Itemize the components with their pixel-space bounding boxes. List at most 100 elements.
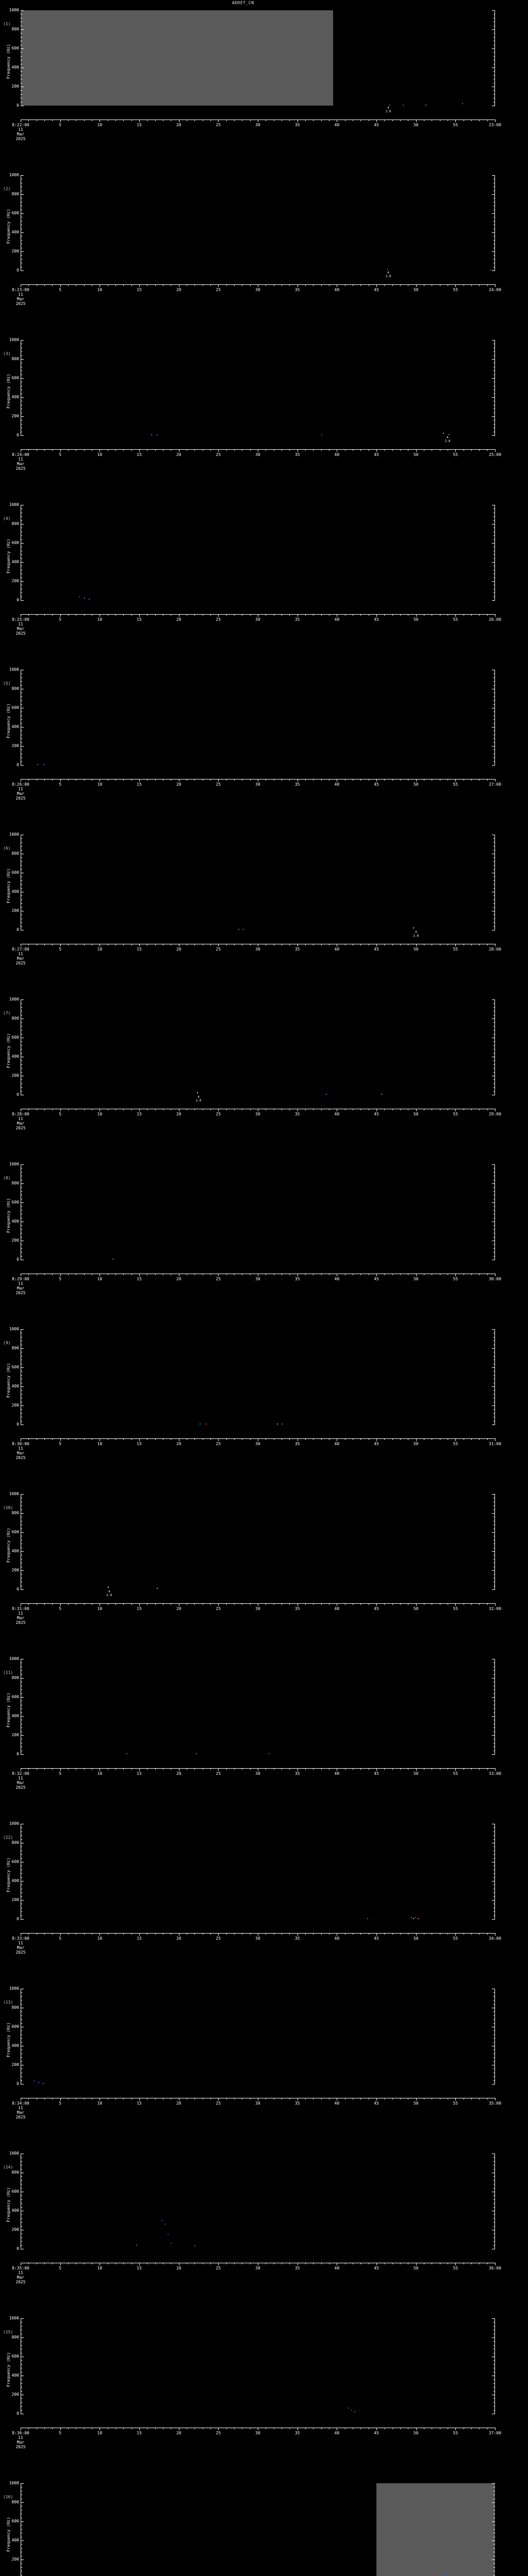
x-tick-minor [68,120,69,121]
y-axis-label: Frequency (Hz) [6,2187,11,2222]
x-tick-minor [123,944,124,945]
y-tick-minor-right [493,1708,495,1709]
x-tick-minor [52,1768,53,1770]
x-tick-label: 5 [59,1771,62,1776]
x-tick-label: 5 [59,1277,62,1281]
x-tick-label: 30 [255,1112,260,1116]
y-tick-minor-right [493,1191,495,1192]
y-tick-minor-right [493,692,495,693]
y-tick-minor-left [21,869,22,870]
x-tick-minor [28,1768,29,1770]
x-tick-label: 40 [334,1442,340,1446]
x-tick-minor [131,614,132,616]
x-tick-major [416,1768,417,1771]
x-tick-major [218,614,219,617]
y-tick-minor-right [493,2195,495,2196]
x-tick-major [376,2263,377,2265]
x-tick-minor [210,284,211,286]
y-tick-minor-left [21,895,22,896]
y-tick-label: 400 [11,2538,19,2543]
x-axis-end-label: 32:00 [488,1606,502,1611]
x-tick-minor [392,1274,393,1275]
x-tick-label: 35 [294,2101,300,2106]
x-tick-major [139,1274,140,1276]
x-tick-minor [289,614,290,616]
x-axis-start-label: 8:32:00 [12,1771,29,1776]
data-gap-block [21,10,333,106]
x-tick-label: 50 [413,1771,419,1776]
x-tick-minor [360,2098,361,2099]
y-tick-minor-left [21,2383,22,2384]
y-tick-minor-left [21,1045,22,1046]
x-tick-minor [384,120,385,121]
x-tick-label: 10 [97,1442,103,1446]
x-tick-minor [210,1933,211,1935]
x-tick-minor [155,2428,156,2429]
x-tick-label: 45 [374,947,379,952]
x-tick-minor [226,1603,227,1605]
y-tick-major-left [21,1678,24,1679]
x-tick-label: 35 [294,617,300,622]
x-tick-major [376,779,377,782]
y-tick-minor-right [493,1996,495,1997]
x-tick-label: 55 [453,782,458,787]
x-tick-label: 40 [334,452,340,457]
y-tick-major-right [492,543,495,544]
y-tick-major-right [492,1900,495,1901]
x-tick-minor [52,779,53,781]
x-axis-date-label: 11 Mar 2025 [15,952,26,965]
x-tick-minor [234,1933,235,1935]
data-point [381,1094,383,1095]
x-tick-minor [155,2263,156,2264]
y-axis-label: Frequency (Hz) [6,703,11,738]
x-tick-label: 35 [294,782,300,787]
y-tick-label: 800 [11,27,19,31]
plot-frame [21,670,495,766]
y-tick-label: 1000 [9,667,19,672]
plot-frame [21,2318,495,2414]
y-tick-label: 600 [11,2024,19,2029]
x-tick-label: 55 [453,1442,458,1446]
y-tick-minor-left [21,1229,22,1230]
x-tick-label: 40 [334,287,340,292]
data-point [196,1753,197,1755]
x-tick-minor [479,614,480,616]
y-tick-minor-right [493,1229,495,1230]
y-tick-label: 1000 [9,997,19,1002]
x-tick-minor [487,1768,488,1770]
x-axis-start-label: 8:36:00 [12,2431,29,2435]
panel-index-label: (12) [3,1835,13,1840]
x-tick-minor [250,2428,251,2429]
y-tick-minor-left [21,2076,22,2077]
y-tick-label: 200 [11,1733,19,1737]
x-tick-minor [313,1274,314,1275]
x-tick-major [218,284,219,287]
x-tick-minor [305,1438,306,1440]
y-tick-major-left [21,1570,24,1571]
panel-index-label: (1) [3,22,11,26]
x-tick-minor [226,779,227,781]
y-tick-label: 0 [16,2246,19,2251]
y-tick-minor-right [493,2563,495,2564]
x-tick-minor [384,1603,385,1605]
x-tick-minor [471,120,472,121]
x-tick-minor [68,2098,69,2099]
x-tick-minor [44,1438,45,1440]
y-tick-label: 600 [11,705,19,710]
y-tick-major-right [492,10,495,11]
x-tick-label: 30 [255,782,260,787]
x-tick-minor [479,1768,480,1770]
y-tick-minor-left [21,1244,22,1245]
y-tick-label: 1000 [9,2481,19,2485]
x-tick-minor [487,2263,488,2264]
y-tick-major-right [492,194,495,195]
x-tick-minor [250,1274,251,1275]
x-tick-label: 50 [413,1606,419,1611]
y-tick-major-left [21,397,24,398]
data-point [389,104,390,106]
x-tick-minor [360,284,361,286]
x-tick-minor [155,1438,156,1440]
x-tick-label: 30 [255,287,260,292]
x-tick-minor [210,944,211,945]
y-tick-minor-left [21,2176,22,2177]
